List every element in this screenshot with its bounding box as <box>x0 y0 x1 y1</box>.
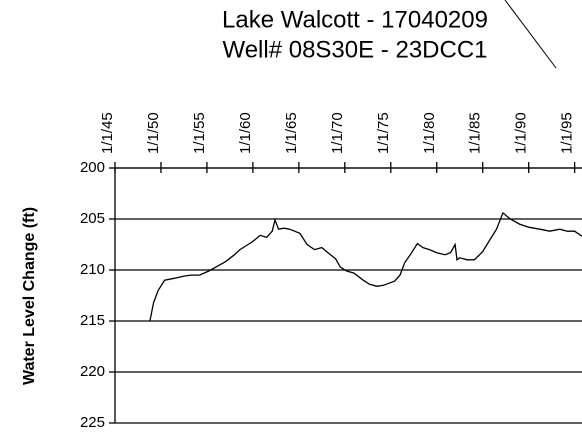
x-tick-label: 1/1/95 <box>559 112 576 154</box>
x-tick-label: 1/1/80 <box>421 112 438 154</box>
x-tick-label: 1/1/85 <box>467 112 484 154</box>
chart-title: Lake Walcott - 17040209 <box>222 6 488 33</box>
x-tick-label: 1/1/50 <box>145 112 162 154</box>
y-tick-label: 210 <box>80 261 105 278</box>
y-tick-label: 220 <box>80 363 105 380</box>
y-tick-label: 225 <box>80 414 105 431</box>
decoration-line <box>504 0 557 69</box>
chart-title: Well# 08S30E - 23DCC1 <box>222 36 487 63</box>
y-tick-label: 215 <box>80 312 105 329</box>
x-tick-label: 1/1/65 <box>283 112 300 154</box>
x-tick-label: 1/1/45 <box>99 112 116 154</box>
x-tick-label: 1/1/75 <box>375 112 392 154</box>
y-tick-label: 200 <box>80 159 105 176</box>
x-tick-label: 1/1/70 <box>329 112 346 154</box>
x-tick-label: 1/1/60 <box>237 112 254 154</box>
y-axis-label: Water Level Change (ft) <box>21 207 38 385</box>
data-line <box>149 211 582 322</box>
y-tick-label: 205 <box>80 210 105 227</box>
x-tick-label: 1/1/55 <box>191 112 208 154</box>
x-tick-label: 1/1/90 <box>513 112 530 154</box>
